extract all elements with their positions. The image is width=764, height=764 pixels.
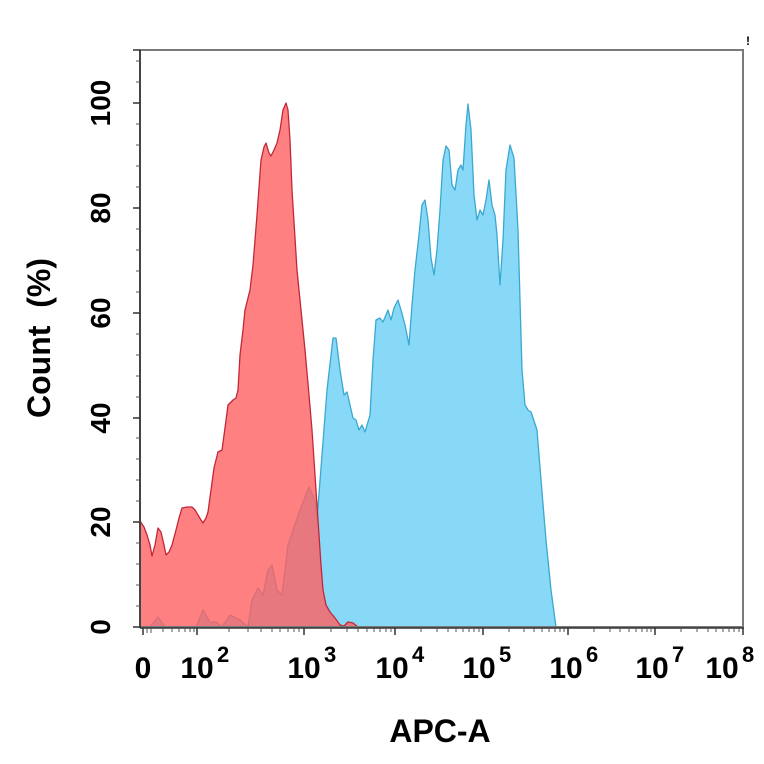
svg-text:7: 7 xyxy=(672,642,684,667)
x-tick-1e3: 10 3 xyxy=(287,642,336,685)
x-axis-ticks xyxy=(142,628,744,635)
series-negative-control-area xyxy=(139,102,363,628)
x-axis-minor-ticks xyxy=(146,628,740,633)
svg-text:10: 10 xyxy=(635,652,668,685)
x-axis-title: APC-A xyxy=(389,713,490,749)
y-tick-labels: 0 20 40 60 80 100 xyxy=(85,80,116,635)
x-tick-1e4: 10 4 xyxy=(375,642,425,685)
x-tick-1e6: 10 6 xyxy=(549,642,598,685)
svg-text:10: 10 xyxy=(180,652,213,685)
y-axis-title: Count (%) xyxy=(21,258,57,418)
svg-text:10: 10 xyxy=(549,652,582,685)
y-tick-100: 100 xyxy=(85,80,116,127)
x-tick-1e5: 10 5 xyxy=(462,642,511,685)
y-axis-ticks xyxy=(133,102,140,628)
x-tick-1e2: 10 2 xyxy=(180,642,229,685)
svg-text:10: 10 xyxy=(287,652,320,685)
y-tick-60: 60 xyxy=(85,297,116,328)
svg-text:3: 3 xyxy=(324,642,336,667)
svg-text:6: 6 xyxy=(586,642,598,667)
x-tick-1e8: 10 8 xyxy=(705,642,754,685)
svg-text:8: 8 xyxy=(742,642,754,667)
y-tick-20: 20 xyxy=(85,506,116,537)
x-tick-0: 0 xyxy=(135,652,152,685)
svg-text:10: 10 xyxy=(462,652,495,685)
y-tick-80: 80 xyxy=(85,192,116,223)
svg-text:5: 5 xyxy=(499,642,511,667)
corner-mark: ! xyxy=(746,34,750,48)
svg-text:10: 10 xyxy=(375,652,408,685)
y-axis-minor-ticks xyxy=(136,60,140,607)
x-tick-1e7: 10 7 xyxy=(635,642,684,685)
svg-text:10: 10 xyxy=(705,652,738,685)
y-tick-0: 0 xyxy=(85,619,116,635)
svg-text:4: 4 xyxy=(412,642,425,667)
svg-text:2: 2 xyxy=(217,642,229,667)
x-tick-labels: 0 10 2 10 3 10 4 10 5 10 6 10 7 10 8 xyxy=(135,642,755,685)
y-tick-40: 40 xyxy=(85,402,116,433)
